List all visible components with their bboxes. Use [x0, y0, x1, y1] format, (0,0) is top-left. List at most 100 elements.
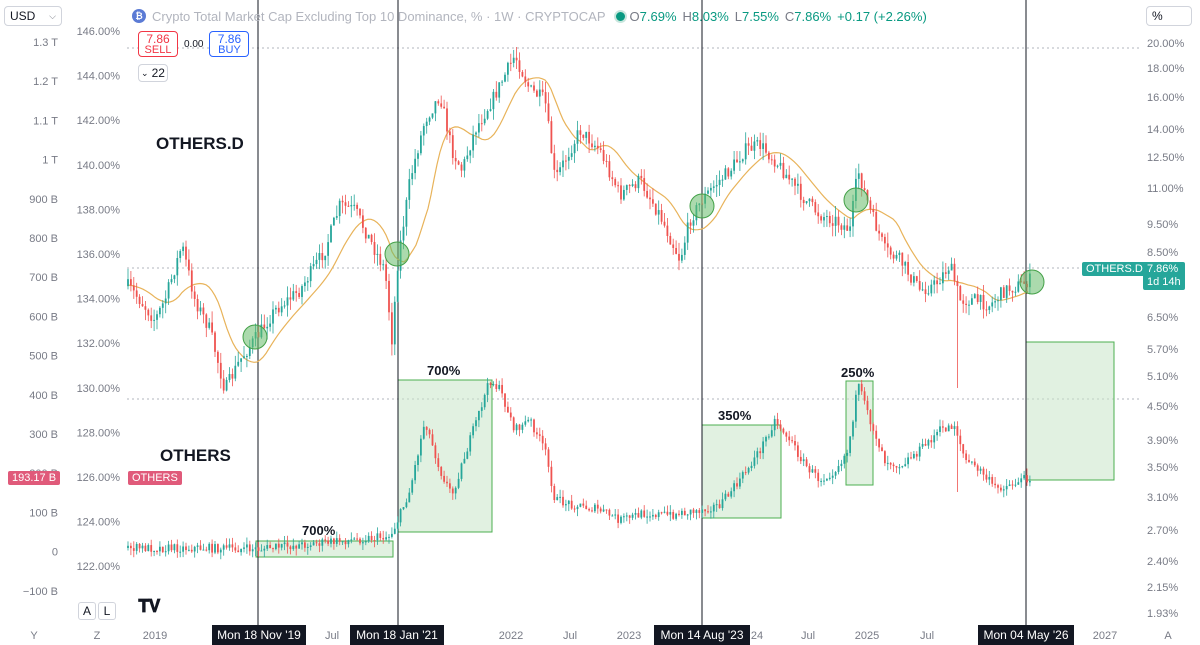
y-icon[interactable]: Y	[30, 630, 38, 642]
right-axis-tick: 2.15%	[1147, 582, 1178, 594]
others-candle-164	[599, 508, 602, 512]
others-d-candle-186	[663, 221, 666, 226]
others-d-tag-name: OTHERS.D	[1086, 263, 1143, 275]
others-candle-109	[440, 466, 443, 476]
mid-axis-tick: 140.00%	[77, 160, 121, 172]
cryptocap-logo-icon: ₿	[132, 9, 146, 23]
others-candle-159	[585, 505, 588, 510]
others-d-candle-141	[533, 85, 535, 91]
others-d-candle-143	[538, 89, 541, 97]
others-d-candle-106	[431, 113, 434, 118]
scale-mode-selector[interactable]: %	[1146, 6, 1192, 26]
auto-button[interactable]: A	[78, 602, 96, 620]
others-candle-100	[414, 465, 416, 481]
left-axis-tick: 700 B	[29, 272, 58, 284]
z-icon[interactable]: Z	[94, 630, 101, 642]
symbol-title[interactable]: Crypto Total Market Cap Excluding Top 10…	[152, 8, 606, 24]
x-tick-6: 24	[751, 630, 763, 642]
others-candle-25	[196, 545, 199, 547]
others-candle-112	[449, 483, 451, 489]
others-d-candle-249	[846, 225, 849, 231]
others-candle-261	[881, 447, 883, 452]
others-d-candle-42	[246, 356, 248, 358]
spread-value: 0.00	[184, 38, 204, 50]
others-d-price-tag: OTHERS.D	[1082, 262, 1147, 276]
left-axis-tick: 0	[52, 547, 58, 559]
others-d-candle-6	[141, 303, 144, 307]
others-d-candle-111	[446, 108, 448, 132]
others-d-candle-206	[721, 179, 724, 181]
others-candle-8	[147, 545, 150, 552]
others-candle-6	[141, 545, 144, 549]
others-d-candle-39	[237, 361, 240, 366]
others-d-candle-218	[756, 140, 759, 142]
others-candle-244	[831, 475, 834, 478]
others-d-candle-43	[248, 347, 251, 357]
others-d-candle-17	[173, 275, 176, 280]
others-d-candle-88	[379, 253, 382, 265]
others-candle-129	[498, 384, 501, 389]
sell-label: SELL	[144, 44, 172, 56]
others-candle-49	[266, 545, 269, 549]
others-candle-102	[420, 438, 422, 456]
others-candle-195	[689, 509, 692, 515]
others-candle-27	[202, 549, 205, 551]
others-d-candle-67	[318, 253, 321, 260]
others-candle-76	[344, 541, 347, 545]
others-candle-250	[849, 436, 851, 453]
others-d-candle-84	[367, 234, 370, 239]
others-candle-23	[190, 549, 193, 552]
others-d-candle-64	[309, 266, 312, 282]
others-d-candle-291	[968, 304, 970, 306]
others-candle-212	[739, 478, 741, 487]
others-candle-278	[930, 440, 933, 443]
others-d-candle-144	[541, 89, 544, 93]
others-d-candle-253	[857, 173, 860, 179]
others-d-candle-100	[414, 158, 416, 174]
others-d-candle-298	[988, 306, 991, 311]
others-d-candle-138	[524, 76, 527, 83]
others-candle-108	[437, 458, 440, 467]
others-d-candle-248	[843, 225, 846, 230]
auto-scale-icon[interactable]: A	[1164, 630, 1172, 642]
others-d-candle-269	[904, 262, 907, 266]
currency-selector[interactable]: USD ⌵	[4, 6, 62, 26]
others-candle-248	[843, 455, 846, 464]
others-candle-92	[391, 533, 393, 537]
high-label: H	[682, 8, 692, 24]
others-d-candle-216	[750, 145, 753, 151]
mid-axis-tick: 132.00%	[77, 338, 121, 350]
others-d-candle-125	[486, 111, 489, 119]
indicators-toggle[interactable]: ⌄ 22	[138, 64, 168, 82]
sell-button[interactable]: 7.86 SELL	[138, 31, 178, 57]
others-d-candle-97	[405, 199, 408, 227]
others-candle-86	[373, 540, 376, 542]
others-candle-198	[698, 510, 701, 513]
crossover-circle-5	[1019, 269, 1045, 295]
others-candle-231	[794, 441, 796, 446]
others-candle-107	[434, 445, 437, 459]
others-d-candle-115	[457, 161, 460, 165]
others-candle-272	[913, 453, 915, 459]
others-d-candle-207	[724, 168, 727, 180]
buy-button[interactable]: 7.86 BUY	[209, 31, 250, 57]
others-candle-122	[478, 410, 480, 421]
others-candle-238	[814, 469, 817, 473]
others-candle-310	[1023, 475, 1025, 479]
others-d-candle-5	[138, 296, 141, 304]
others-d-candle-228	[785, 174, 788, 179]
log-button[interactable]: L	[98, 602, 116, 620]
others-d-candle-305	[1008, 285, 1011, 291]
others-candle-217	[753, 457, 756, 466]
others-d-candle-14	[164, 298, 167, 304]
others-d-candle-13	[161, 303, 164, 308]
date-tag-4-text: Mon 04 May '26	[983, 628, 1069, 642]
others-d-candle-35	[225, 379, 228, 391]
others-d-candle-231	[794, 178, 796, 186]
others-candle-156	[576, 506, 579, 510]
others-candle-253	[857, 383, 860, 395]
others-candle-302	[1000, 487, 1002, 491]
right-axis-tick: 8.50%	[1147, 247, 1178, 259]
sell-price: 7.86	[146, 32, 170, 46]
x-tick-7: Jul	[801, 630, 815, 642]
